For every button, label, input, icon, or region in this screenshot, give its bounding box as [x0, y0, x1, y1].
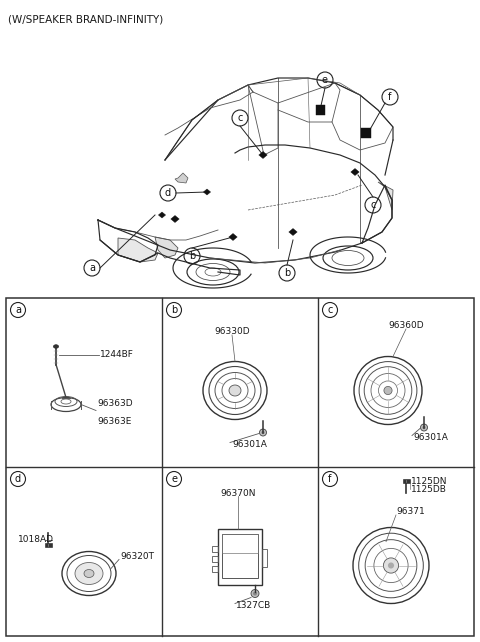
Text: f: f — [328, 474, 332, 484]
Bar — [361, 128, 371, 138]
Polygon shape — [158, 212, 166, 218]
Text: 96371: 96371 — [396, 507, 425, 517]
Bar — [315, 105, 324, 115]
Text: 96370N: 96370N — [220, 489, 256, 498]
Ellipse shape — [84, 569, 94, 578]
Text: 96363D: 96363D — [97, 399, 132, 408]
Bar — [212, 555, 218, 562]
Circle shape — [384, 386, 392, 395]
Text: b: b — [171, 305, 177, 315]
Text: e: e — [322, 75, 328, 85]
Circle shape — [420, 424, 428, 431]
Text: 96330D: 96330D — [214, 327, 250, 336]
Polygon shape — [171, 216, 179, 223]
Polygon shape — [155, 237, 178, 258]
Text: 1125DB: 1125DB — [411, 485, 447, 494]
Text: 96301A: 96301A — [232, 440, 267, 449]
Bar — [262, 548, 267, 566]
Polygon shape — [351, 168, 359, 175]
Bar — [403, 479, 409, 483]
Circle shape — [251, 589, 259, 598]
Polygon shape — [289, 229, 297, 236]
Text: (W/SPEAKER BRAND-INFINITY): (W/SPEAKER BRAND-INFINITY) — [8, 14, 163, 24]
Polygon shape — [204, 189, 211, 195]
Text: 1018AD: 1018AD — [18, 535, 54, 544]
Circle shape — [260, 429, 266, 436]
Polygon shape — [378, 182, 393, 210]
Text: f: f — [388, 92, 392, 102]
Text: a: a — [15, 305, 21, 315]
Circle shape — [388, 562, 394, 569]
Text: 1244BF: 1244BF — [100, 350, 134, 359]
Text: d: d — [15, 474, 21, 484]
Bar — [6, 298, 474, 636]
Text: a: a — [89, 263, 95, 273]
Text: 96360D: 96360D — [388, 322, 424, 331]
Circle shape — [262, 431, 264, 434]
Text: 1125DN: 1125DN — [411, 476, 447, 485]
Text: 1327CB: 1327CB — [236, 601, 271, 610]
Text: e: e — [171, 474, 177, 484]
Text: b: b — [189, 251, 195, 261]
Circle shape — [422, 426, 425, 429]
Text: 96320T: 96320T — [120, 552, 154, 561]
Bar — [222, 534, 258, 578]
Polygon shape — [229, 234, 237, 241]
Polygon shape — [175, 173, 188, 183]
Text: c: c — [327, 305, 333, 315]
Bar — [222, 534, 258, 553]
Ellipse shape — [229, 385, 241, 396]
Text: 96363E: 96363E — [97, 417, 132, 426]
Circle shape — [253, 591, 257, 596]
Text: b: b — [284, 268, 290, 278]
Text: c: c — [370, 200, 376, 210]
Bar — [45, 542, 51, 546]
Text: d: d — [165, 188, 171, 198]
Bar — [218, 528, 262, 584]
Polygon shape — [118, 238, 158, 262]
Text: c: c — [237, 113, 243, 123]
Polygon shape — [259, 152, 267, 159]
Ellipse shape — [53, 345, 59, 348]
Circle shape — [384, 558, 398, 573]
Bar — [212, 546, 218, 551]
Ellipse shape — [75, 562, 103, 584]
Bar — [212, 566, 218, 571]
Text: 96301A: 96301A — [413, 433, 448, 442]
